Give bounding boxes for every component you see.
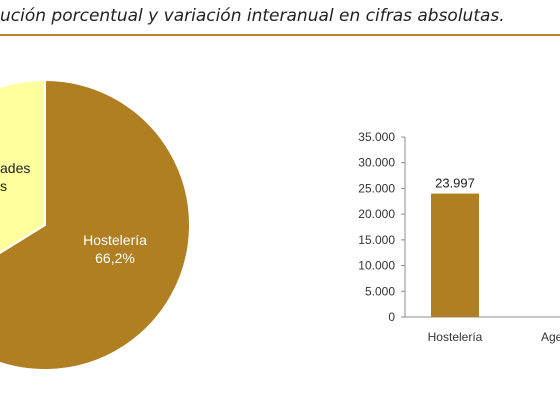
bar-svg: 0 5.000 10.000 15.000 20.000 25.000 30.000 35.0… bbox=[358, 130, 560, 344]
y-tick-label: 25.000 bbox=[358, 181, 395, 195]
pie-label-other-line1: ades bbox=[0, 160, 31, 176]
bar-hostelería bbox=[431, 193, 479, 317]
y-tick-label: 0 bbox=[388, 310, 395, 324]
pie-slice-hosteleria bbox=[0, 78, 191, 371]
pie-label-hosteleria: Hostelería bbox=[83, 232, 147, 248]
bar-chart: 0 5.000 10.000 15.000 20.000 25.000 30.000 35.0… bbox=[320, 120, 560, 360]
y-tick-label: 20.000 bbox=[358, 207, 395, 221]
page-title: ución porcentual y variación interanual … bbox=[0, 6, 505, 26]
y-tick-label: 30.000 bbox=[358, 156, 395, 170]
pie-slice-other bbox=[0, 78, 46, 254]
y-tick-label: 5.000 bbox=[365, 284, 395, 298]
bar-value-label: 23.997 bbox=[435, 176, 475, 191]
x-category-label: Agen bbox=[541, 330, 560, 344]
title-divider bbox=[0, 34, 560, 36]
x-category-label: Hostelería bbox=[428, 330, 483, 344]
pie-chart: ades s Hostelería 66,2% bbox=[0, 40, 240, 400]
y-tick-label: 35.000 bbox=[358, 130, 395, 144]
y-tick-label: 10.000 bbox=[358, 259, 395, 273]
pie-svg bbox=[0, 78, 191, 371]
pie-label-other-line2: s bbox=[0, 178, 7, 194]
y-tick-label: 15.000 bbox=[358, 233, 395, 247]
pie-value-hosteleria: 66,2% bbox=[95, 250, 135, 266]
